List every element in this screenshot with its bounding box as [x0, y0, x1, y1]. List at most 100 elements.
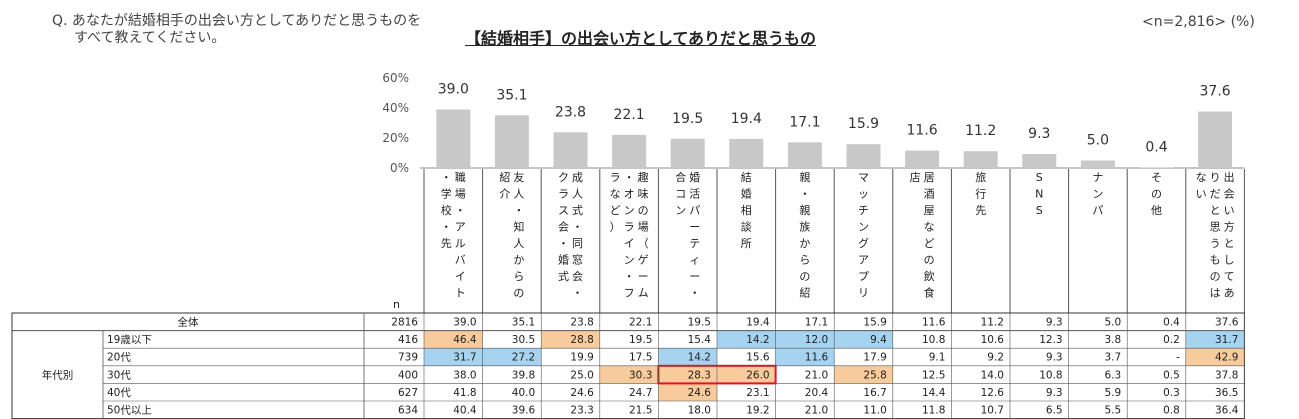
cell-highlight: [658, 365, 717, 384]
table-cell: 15.4: [688, 334, 712, 346]
category-label-char: 屋: [924, 204, 935, 217]
category-label-char: 味: [638, 188, 649, 201]
category-label-char: う: [1210, 237, 1221, 250]
category-label-char: り: [1210, 171, 1221, 184]
category-label-char: パ: [1092, 204, 1103, 217]
category-label-char: 趣: [638, 170, 649, 184]
table-cell: 14.2: [746, 334, 769, 346]
category-label-char: の: [1151, 188, 1162, 201]
category-label-char: 学: [441, 187, 452, 201]
row-label: 19歳以下: [107, 334, 152, 346]
cell-highlight: [599, 365, 659, 384]
category-label-char: ン: [1092, 188, 1103, 201]
table-cell: 19.4: [746, 317, 770, 329]
data-label: 39.0: [438, 82, 469, 98]
n-header: n: [393, 298, 400, 311]
category-label-char: 介: [499, 188, 510, 201]
table-cell: 37.8: [1215, 369, 1238, 381]
table-cell: 9.1: [929, 352, 946, 364]
category-label-char: 窓: [572, 253, 583, 267]
category-label-char: 親: [799, 171, 810, 184]
category-label-char: ー: [689, 221, 700, 234]
table-cell: 31.7: [453, 352, 476, 364]
category-label-char: 職: [455, 171, 466, 184]
table-cell: 27.2: [512, 352, 535, 364]
cell-highlight: [541, 330, 600, 349]
group-label: 年代別: [42, 369, 74, 382]
table-cell: 24.6: [688, 387, 712, 399]
table-cell: 30.3: [629, 369, 652, 381]
category-label-char: の: [513, 287, 524, 300]
row-n: 400: [398, 369, 418, 381]
table-cell: 11.6: [805, 352, 829, 364]
bar: [963, 151, 998, 168]
category-label-char: 成: [572, 171, 583, 184]
category-label-char: オ: [624, 188, 635, 201]
category-label-char: 式: [572, 204, 583, 217]
category-label-char: ス: [558, 204, 569, 217]
table-cell: 39.0: [453, 317, 476, 329]
category-label-char: チ: [858, 204, 869, 217]
category-label-char: ラ: [558, 188, 569, 201]
data-label: 19.5: [672, 111, 703, 127]
row-n: 627: [398, 387, 418, 399]
category-label-char: ア: [455, 221, 466, 234]
table-cell: 22.1: [629, 317, 652, 329]
bar: [729, 138, 764, 168]
table-cell: 11.8: [922, 405, 945, 417]
row-label: 50代以上: [107, 405, 152, 417]
y-tick-label: 0%: [390, 161, 409, 175]
data-label: 0.4: [1145, 139, 1167, 155]
category-label-char: 紹: [799, 287, 810, 300]
category-label-char: 式: [558, 270, 569, 283]
table-cell: 14.4: [922, 387, 946, 399]
category-label-char: は: [1210, 287, 1221, 300]
category-label-char: 先: [441, 237, 452, 250]
bar: [612, 134, 647, 168]
category-label-char: 人: [513, 237, 524, 250]
category-label-char: コ: [675, 188, 686, 201]
row-n: 2816: [391, 317, 418, 329]
table-cell: 10.7: [981, 405, 1004, 417]
bar: [494, 115, 529, 168]
category-label-char: な: [1196, 171, 1207, 184]
category-label-char: ・: [558, 237, 569, 250]
category-label-char: 相: [741, 204, 752, 217]
bar: [1198, 111, 1233, 168]
table-cell: 21.5: [629, 405, 652, 417]
question-line-1: Q. あなたが結婚相手の出会い方としてありだと思うものを: [52, 13, 422, 29]
category-label-char: ら: [799, 254, 810, 267]
table-cell: 5.9: [1104, 387, 1121, 399]
table-cell: 0.4: [1163, 317, 1180, 329]
category-label-char: 婚: [689, 170, 700, 184]
category-label-char: ど: [610, 204, 621, 217]
cell-highlight: [1185, 348, 1245, 366]
table-cell: 9.3: [1046, 317, 1063, 329]
row-n: 634: [398, 405, 418, 417]
category-label-char: 活: [689, 188, 700, 201]
cell-highlight: [658, 383, 717, 401]
category-label-char: ・: [455, 204, 466, 217]
table-cell: 16.7: [863, 387, 886, 399]
bar: [846, 144, 881, 168]
category-label-char: 居: [924, 171, 935, 184]
table-cell: 19.5: [629, 334, 652, 346]
table-cell: 5.0: [1104, 317, 1121, 329]
category-label-char: ッ: [858, 188, 869, 201]
category-label-char: 友: [513, 170, 524, 184]
data-label: 23.8: [555, 104, 586, 120]
category-label-char: S: [1036, 204, 1043, 217]
cell-highlight: [658, 348, 717, 366]
table-cell: 3.8: [1104, 334, 1121, 346]
cell-highlight: [775, 330, 835, 349]
category-label-char: ル: [455, 237, 466, 250]
category-label-char: の: [638, 204, 649, 217]
category-label-char: ・: [624, 270, 635, 283]
table-cell: 23.1: [746, 387, 769, 399]
data-label: 17.1: [789, 114, 820, 130]
row-label: 30代: [107, 369, 131, 381]
cell-highlight: [717, 330, 776, 349]
category-label-char: 結: [741, 170, 752, 184]
category-label-char: 行: [975, 188, 986, 201]
